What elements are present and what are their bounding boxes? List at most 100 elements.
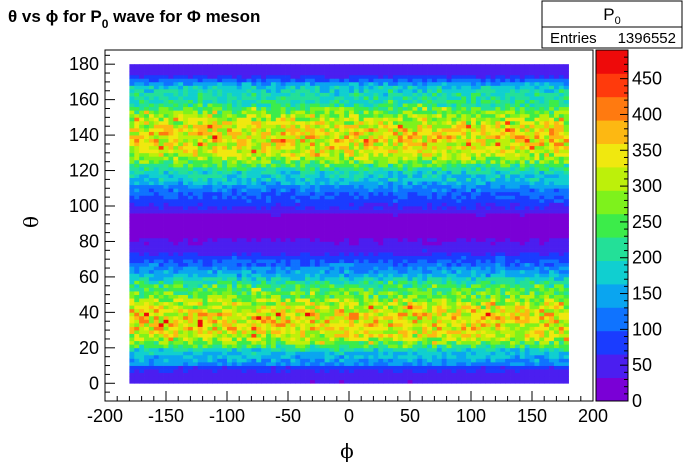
heatmap-cell [471,323,477,327]
heatmap-cell [500,188,506,193]
heatmap-cell [524,291,530,295]
heatmap-cell [436,276,443,281]
heatmap-cell [412,223,418,228]
heatmap-cell [163,372,169,377]
heatmap-cell [305,319,311,324]
heatmap-cell [549,188,555,193]
heatmap-cell [275,202,282,207]
heatmap-cell [431,379,438,384]
heatmap-cell [514,365,521,370]
heatmap-cell [553,273,560,278]
heatmap-cell [417,195,423,200]
heatmap-cell [475,223,482,228]
heatmap-cell [553,305,560,310]
heatmap-cell [197,376,203,381]
heatmap-cell [339,195,345,200]
heatmap-cell [378,209,384,214]
heatmap-cell [475,273,482,278]
heatmap-cell [153,245,160,249]
heatmap-cell [397,255,404,260]
heatmap-cell [422,284,428,288]
heatmap-cell [222,234,228,239]
heatmap-cell [148,198,155,203]
heatmap-cell [173,209,179,214]
heatmap-cell [368,291,374,295]
heatmap-cell [446,216,452,221]
heatmap-cell [500,315,506,320]
heatmap-cell [475,188,482,193]
heatmap-cell [431,347,438,352]
heatmap-cell [553,269,560,274]
heatmap-cell [490,241,496,246]
heatmap-cell [436,369,443,373]
heatmap-cell [383,255,389,260]
heatmap-cell [563,323,569,327]
heatmap-cell [378,379,384,384]
heatmap-cell [412,284,418,288]
heatmap-cell [558,372,565,377]
heatmap-cell [353,347,360,352]
heatmap-cell [500,252,506,256]
heatmap-cell [309,315,316,320]
heatmap-cell [158,184,164,189]
heatmap-cell [427,362,433,366]
heatmap-cell [168,269,174,274]
heatmap-cell [197,230,203,235]
heatmap-cell [558,220,565,225]
heatmap-cell [236,255,242,260]
heatmap-cell [544,305,550,310]
heatmap-cell [270,337,277,342]
heatmap-cell [183,280,189,285]
heatmap-cell [168,227,174,232]
heatmap-cell [363,344,369,349]
heatmap-cell [148,209,155,214]
heatmap-cell [236,337,242,342]
heatmap-cell [163,245,169,249]
heatmap-cell [378,294,384,299]
heatmap-cell [231,284,238,288]
heatmap-cell [368,262,374,267]
heatmap-cell [495,376,501,381]
heatmap-cell [480,376,486,381]
chart-title: θ vs ϕ for P0 wave for Φ meson [8,7,260,31]
heatmap-cell [500,284,506,288]
heatmap-cell [427,269,433,274]
heatmap-cell [466,223,472,228]
heatmap-cell [329,379,335,384]
heatmap-cell [144,354,150,359]
heatmap-cell [436,315,443,320]
heatmap-cell [407,333,413,338]
heatmap-cell [241,220,247,225]
heatmap-cell [422,248,428,253]
heatmap-cell [563,234,569,239]
heatmap-cell [270,358,277,363]
heatmap-cell [534,354,540,359]
heatmap-cell [197,266,203,271]
heatmap-cell [427,248,433,253]
heatmap-cell [222,195,228,200]
heatmap-cell [461,287,467,292]
heatmap-cell [129,280,135,285]
heatmap-cell [412,273,418,278]
heatmap-cell [475,372,482,377]
heatmap-cell [505,362,511,366]
heatmap-cell [436,337,443,342]
heatmap-cell [163,354,169,359]
heatmap-cell [329,248,335,253]
heatmap-cell [378,269,384,274]
heatmap-cell [222,209,228,214]
heatmap-cell [363,241,369,246]
heatmap-cell [183,198,189,203]
heatmap-cell [241,365,247,370]
heatmap-cell [461,347,467,352]
heatmap-cell [349,230,355,235]
heatmap-cell [392,344,399,349]
heatmap-cell [334,301,340,306]
heatmap-cell [173,379,179,384]
heatmap-cell [456,213,462,217]
heatmap-cell [222,220,228,225]
heatmap-cell [368,241,374,246]
heatmap-cell [275,191,282,196]
heatmap-cell [383,372,389,377]
heatmap-cell [392,340,399,345]
